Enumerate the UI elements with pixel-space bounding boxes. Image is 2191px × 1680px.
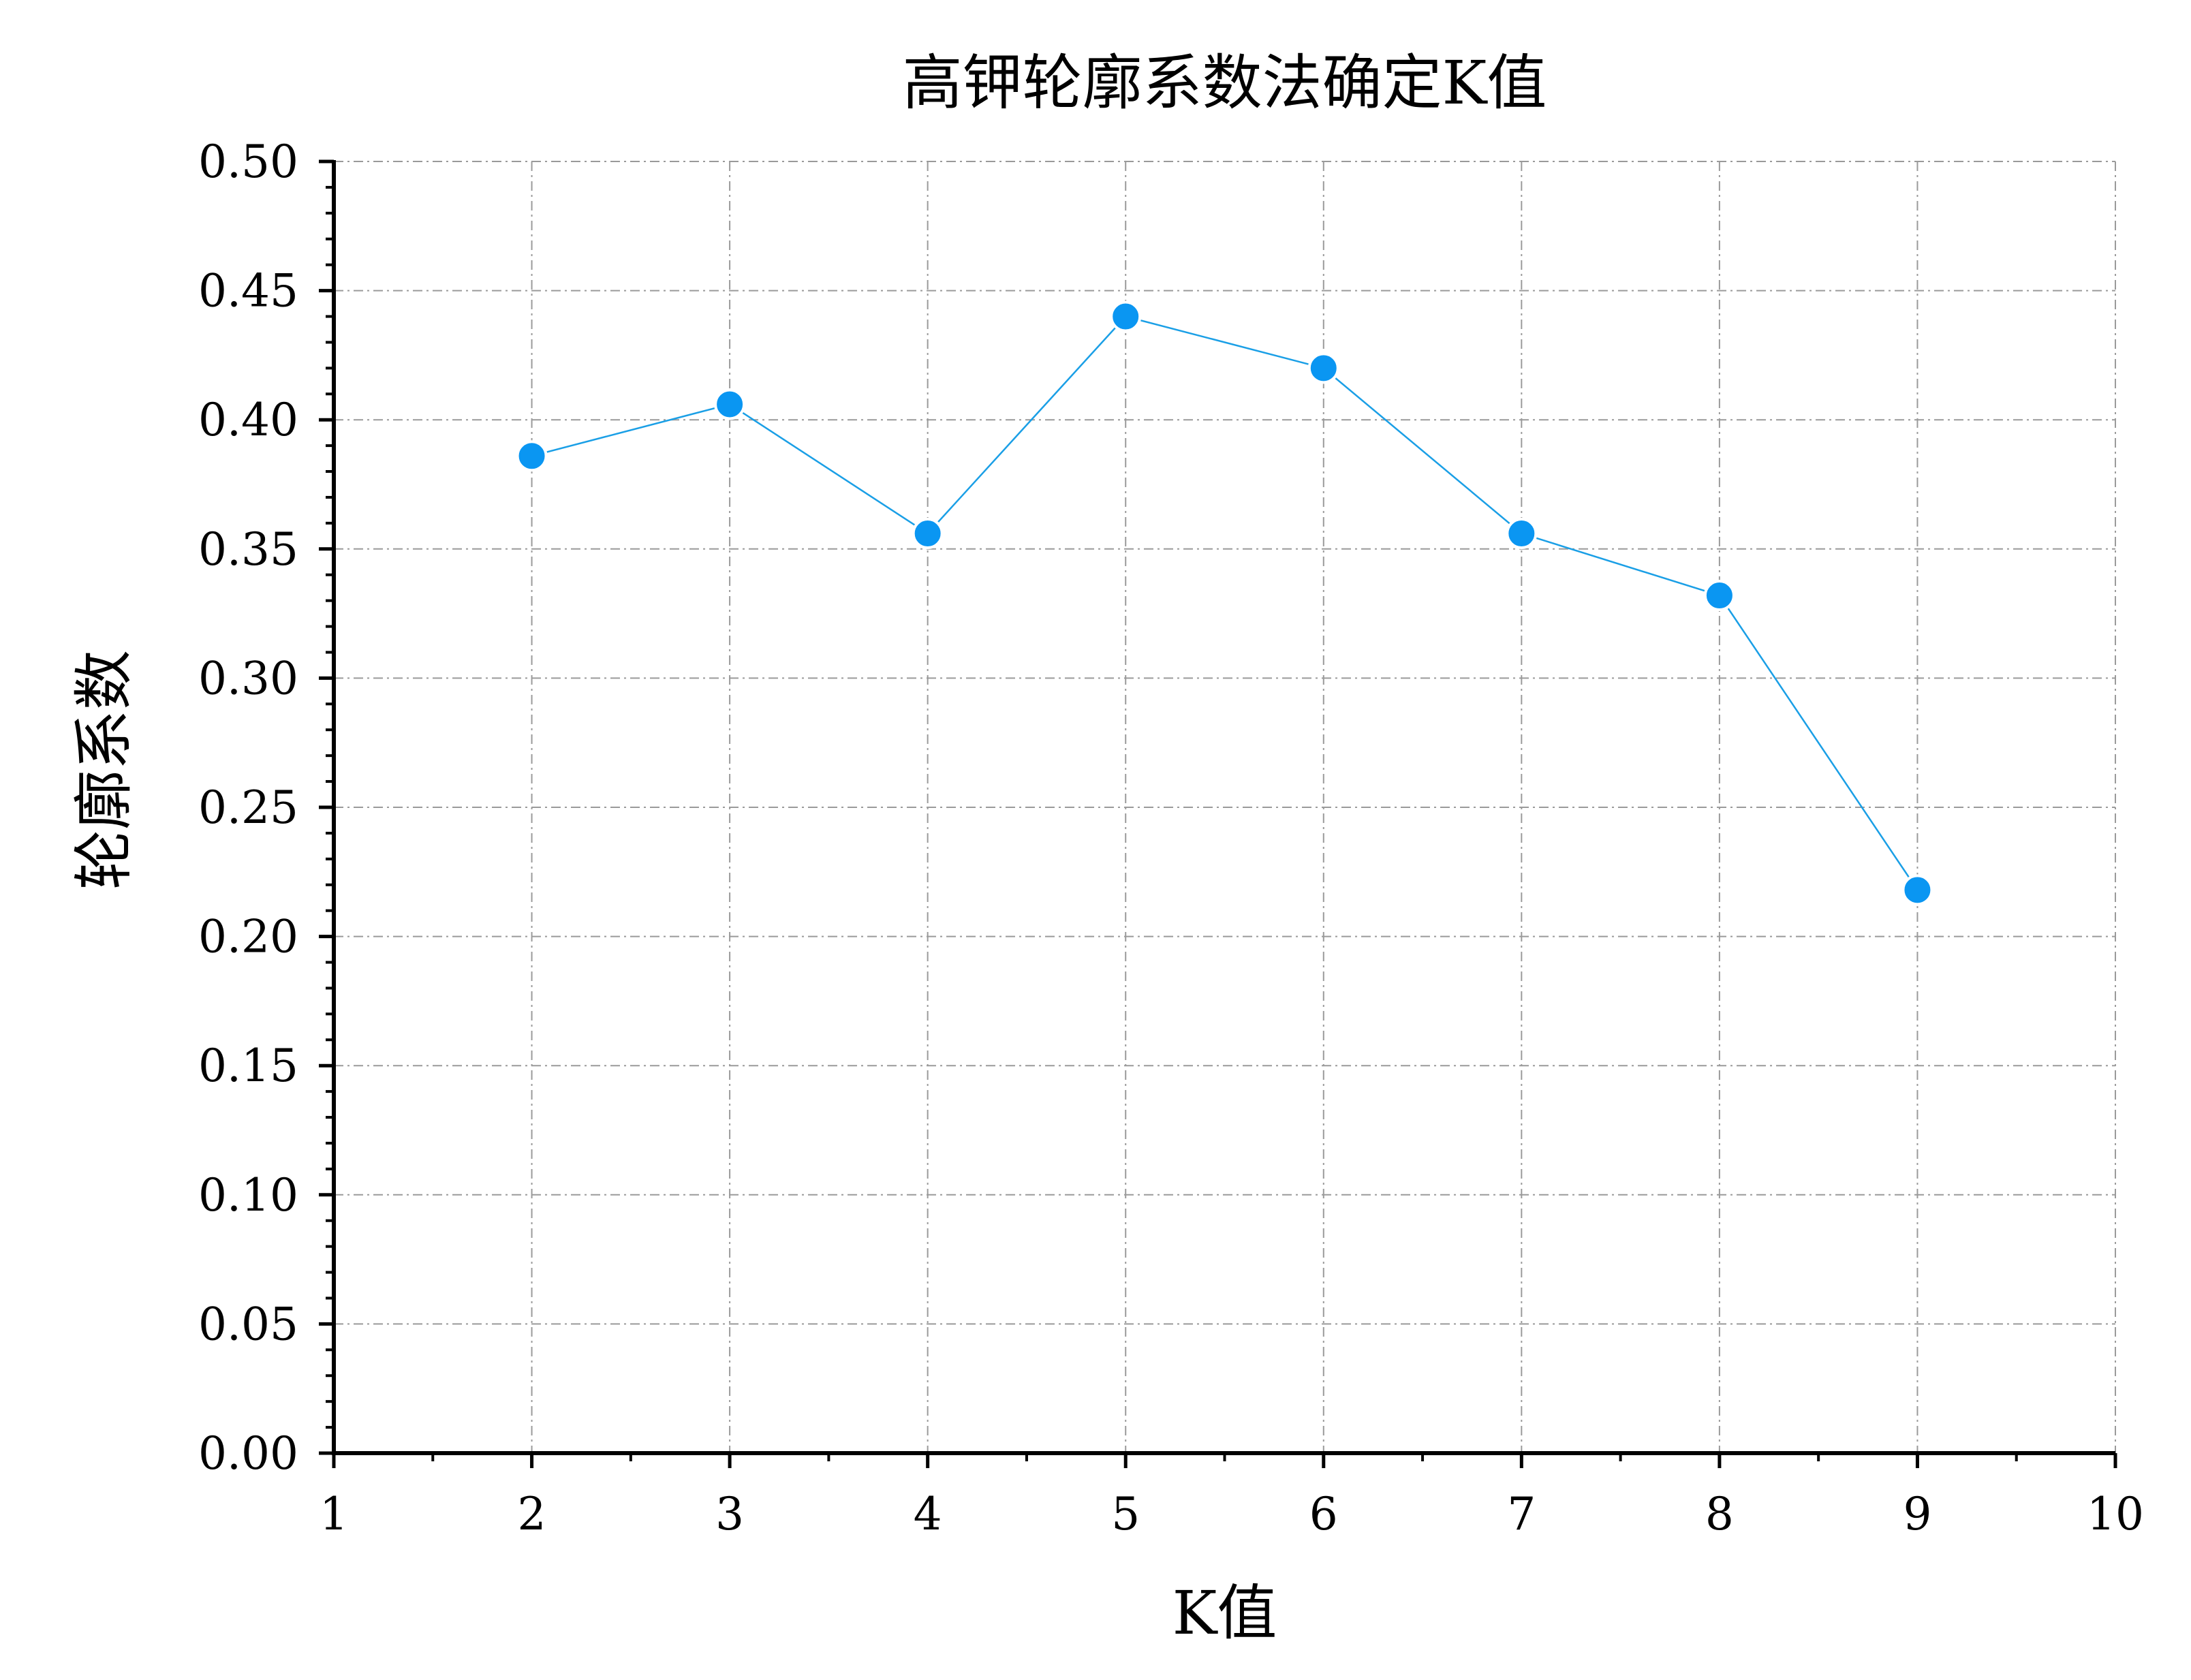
data-point: [1506, 518, 1538, 550]
data-point: [1307, 352, 1339, 384]
y-tick-label: 0.35: [198, 523, 298, 576]
x-tick-label: 9: [1903, 1488, 1931, 1540]
series-line: [516, 300, 1933, 906]
y-tick-label: 0.25: [198, 781, 298, 834]
y-tick-label: 0.20: [198, 911, 298, 963]
y-tick-label: 0.45: [198, 265, 298, 317]
y-tick-label: 0.50: [198, 136, 298, 188]
x-tick-label: 3: [715, 1488, 744, 1540]
y-tick-label: 0.05: [198, 1298, 298, 1350]
chart-title: 高钾轮廓系数法确定K值: [903, 48, 1547, 118]
x-tick-label: 1: [320, 1488, 348, 1540]
x-tick-label: 4: [914, 1488, 942, 1540]
x-tick-label: 2: [518, 1488, 546, 1540]
y-tick-label: 0.30: [198, 652, 298, 704]
y-tick-label: 0.40: [198, 394, 298, 446]
y-axis-label: 轮廓系数: [69, 650, 139, 890]
x-tick-label: 6: [1309, 1488, 1338, 1540]
y-tick-label: 0.10: [198, 1169, 298, 1222]
x-tick-label: 5: [1111, 1488, 1140, 1540]
data-point: [714, 388, 746, 420]
x-axis-label: K值: [1172, 1578, 1277, 1648]
axes: [319, 159, 2117, 1468]
y-tick-label: 0.00: [198, 1427, 298, 1480]
x-tick-label: 8: [1705, 1488, 1734, 1540]
data-point: [1901, 874, 1933, 906]
tick-labels: 0.00 0.05 0.10 0.15 0.20 0.25 0.30 0.35 0.40 0.45…: [198, 136, 2144, 1540]
series-path: [531, 315, 1918, 891]
data-point: [1703, 580, 1735, 612]
x-tick-label: 10: [2087, 1488, 2144, 1540]
grid-lines: [334, 161, 2116, 1453]
x-tick-label: 7: [1507, 1488, 1536, 1540]
data-point: [912, 518, 944, 550]
data-point: [516, 440, 548, 472]
y-tick-label: 0.15: [198, 1040, 298, 1092]
data-point: [1110, 300, 1142, 332]
